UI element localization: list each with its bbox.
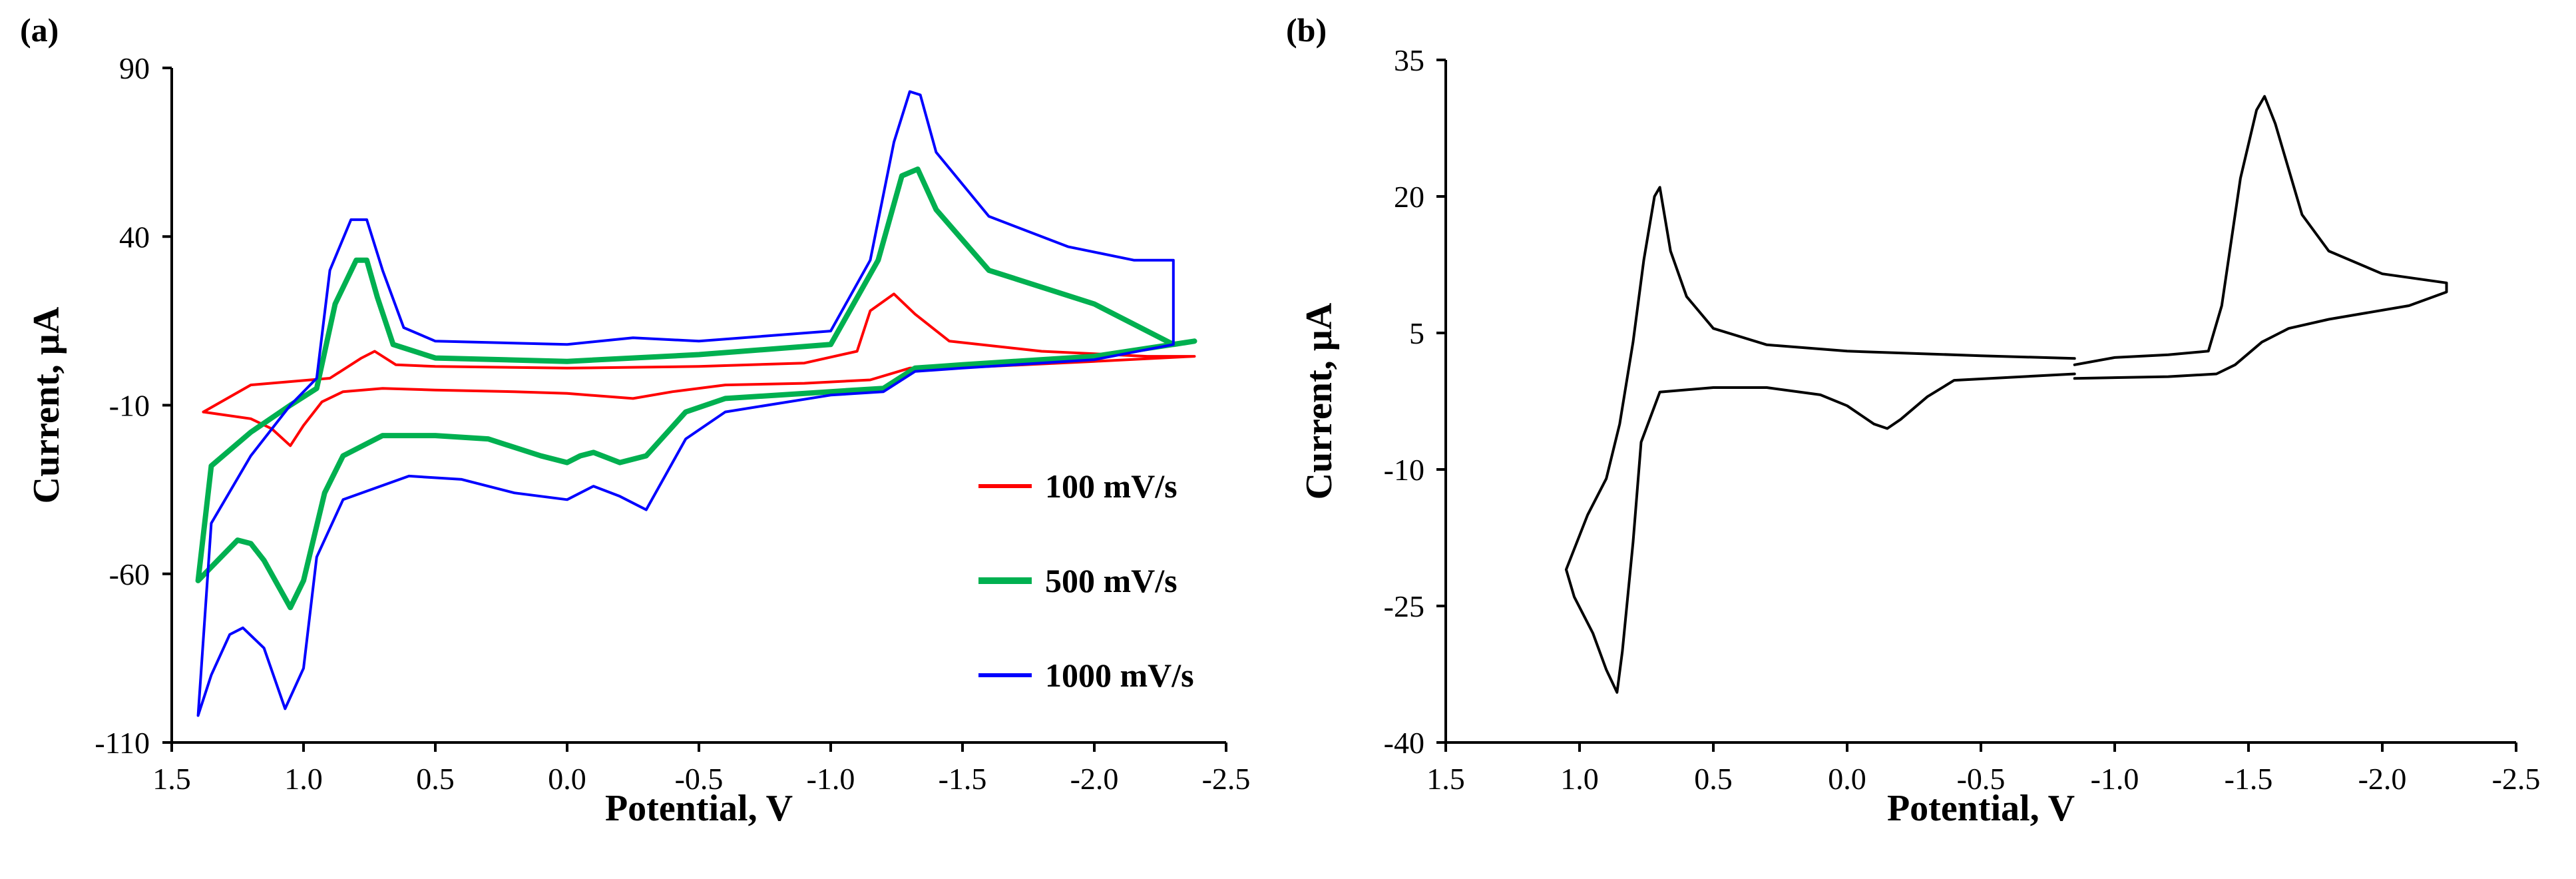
y-axis-title: Current, µA: [1299, 302, 1340, 499]
x-tick-label: -2.5: [1202, 762, 1251, 796]
y-tick-label: -40: [1384, 726, 1424, 760]
x-axis-title: Potential, V: [605, 788, 793, 829]
legend-label: 500 mV/s: [1045, 562, 1178, 599]
x-tick-label: -0.5: [1957, 762, 2006, 796]
series-line-1000-mv-s: [196, 90, 1175, 717]
x-tick-label: 1.0: [1560, 762, 1599, 796]
y-tick-label: 35: [1394, 43, 1424, 77]
x-tick-label: 0.5: [1694, 762, 1733, 796]
series-line-100-mv-s: [202, 292, 1196, 447]
series-line-500-mv-s: [195, 166, 1197, 611]
y-tick-label: 20: [1394, 180, 1424, 214]
x-tick-label: 1.0: [284, 762, 323, 796]
x-tick-label: -2.5: [2492, 762, 2541, 796]
x-tick-label: -0.5: [675, 762, 724, 796]
x-axis-title: Potential, V: [1887, 788, 2075, 829]
y-tick-label: -60: [109, 557, 150, 591]
chart-panel-b: (b) 35 20 5 -10 -25 -401.5 1.0 0.5 0.0 -0.5 -1.0 -1.…: [1286, 11, 2540, 829]
y-tick-label: -25: [1384, 589, 1424, 623]
legend-label: 100 mV/s: [1045, 467, 1178, 505]
panel-label: (a): [20, 11, 59, 49]
x-tick-label: -2.0: [1070, 762, 1119, 796]
series-line-left-wave: [1564, 186, 2076, 694]
panel-label: (b): [1286, 11, 1327, 49]
y-tick-label: 40: [119, 220, 150, 254]
y-tick-label: -10: [109, 389, 150, 423]
x-tick-label: 1.5: [152, 762, 191, 796]
x-tick-label: -1.5: [939, 762, 987, 796]
x-tick-label: 1.5: [1426, 762, 1465, 796]
y-tick-label: 5: [1409, 316, 1424, 350]
y-tick-label: -10: [1384, 453, 1424, 487]
legend-label: 1000 mV/s: [1045, 657, 1194, 694]
x-tick-label: 0.5: [416, 762, 455, 796]
y-tick-label: -110: [95, 726, 150, 760]
x-tick-label: 0.0: [548, 762, 586, 796]
x-tick-label: 0.0: [1828, 762, 1866, 796]
series-line-right-wave: [2073, 95, 2448, 380]
x-tick-label: -1.5: [2225, 762, 2273, 796]
x-tick-label: -2.0: [2358, 762, 2407, 796]
y-axis-title: Current, µA: [26, 306, 67, 503]
y-tick-label: 90: [119, 51, 150, 85]
x-tick-label: -1.0: [2091, 762, 2139, 796]
x-tick-label: -1.0: [807, 762, 855, 796]
